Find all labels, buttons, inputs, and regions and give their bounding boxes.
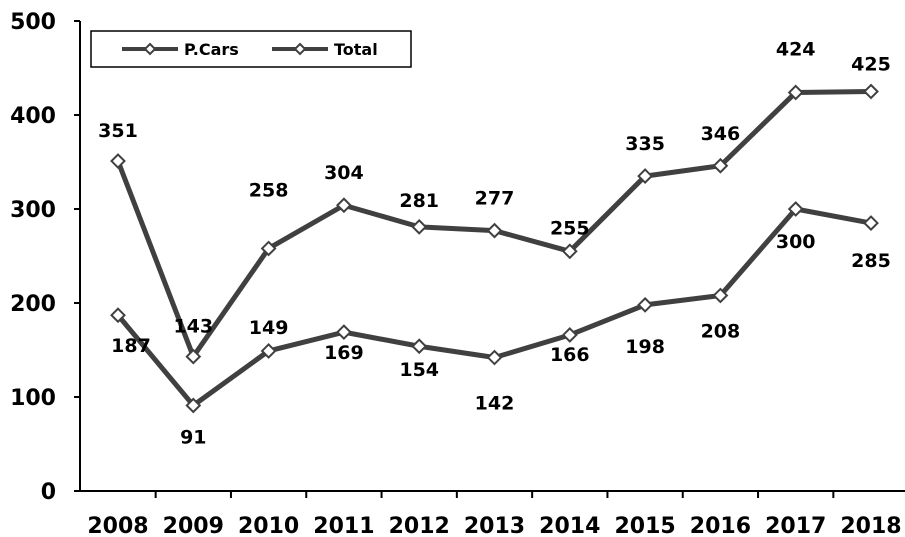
data-labels: 187 91 149 169 154 142 166 198 208 300 285 351 143 25…: [98, 38, 891, 448]
data-label-p-cars: 285: [851, 250, 891, 272]
data-label-p-cars: 154: [399, 359, 439, 381]
data-label-total: 425: [851, 54, 891, 76]
data-label-total: 143: [173, 316, 213, 338]
x-tick-label: 2009: [163, 514, 224, 537]
data-point-total: [486, 222, 503, 239]
data-label-p-cars: 149: [249, 317, 289, 339]
data-label-p-cars: 169: [324, 342, 364, 364]
x-axis-ticks: 2008 2009 2010 2011 2012 2013 2014 2015 2016 2017…: [87, 491, 902, 537]
legend-marker-total: [293, 42, 307, 56]
data-point-p-cars: [712, 287, 729, 304]
y-axis-ticks: 0 100 200 300 400 500: [10, 10, 80, 505]
data-label-p-cars: 91: [180, 426, 206, 448]
data-point-total: [863, 83, 879, 100]
data-label-total: 346: [701, 123, 741, 145]
axes: [79, 21, 905, 492]
x-tick-label: 2008: [87, 514, 148, 537]
data-label-total: 304: [324, 162, 364, 184]
data-label-total: 277: [475, 188, 515, 210]
data-point-p-cars: [110, 307, 126, 324]
data-label-total: 424: [776, 38, 816, 60]
x-tick-label: 2012: [389, 514, 450, 537]
data-point-p-cars: [637, 296, 654, 313]
x-tick-label: 2014: [539, 514, 600, 537]
data-label-total: 255: [550, 217, 590, 239]
data-point-p-cars: [260, 343, 277, 359]
data-label-total: 351: [98, 120, 138, 142]
x-tick-label: 2017: [765, 514, 826, 537]
legend-marker-p-cars: [143, 42, 157, 56]
y-tick-label: 300: [10, 198, 56, 223]
data-point-total: [110, 153, 126, 169]
data-label-p-cars: 142: [475, 393, 515, 415]
x-tick-label: 2013: [464, 514, 525, 537]
y-tick-label: 100: [10, 386, 56, 411]
data-point-total: [561, 243, 578, 260]
data-point-p-cars: [863, 215, 879, 232]
data-label-p-cars: 208: [701, 320, 741, 342]
y-tick-label: 400: [10, 104, 56, 129]
data-label-p-cars: 166: [550, 344, 590, 366]
data-point-total: [712, 157, 729, 174]
data-label-p-cars: 300: [776, 231, 816, 253]
legend-label-p-cars: P.Cars: [184, 40, 239, 59]
data-point-p-cars: [486, 349, 503, 366]
data-label-p-cars: 187: [111, 335, 151, 357]
legend: P.Cars Total: [90, 30, 412, 68]
data-point-total: [185, 348, 202, 365]
data-label-total: 335: [625, 133, 665, 155]
data-point-total: [787, 84, 804, 101]
data-label-total: 258: [249, 179, 289, 201]
data-point-total: [411, 218, 428, 235]
legend-label-total: Total: [334, 40, 378, 59]
data-point-p-cars: [185, 397, 202, 414]
y-tick-label: 0: [41, 480, 56, 505]
data-point-total: [260, 240, 277, 257]
data-point-p-cars: [335, 324, 352, 341]
data-point-p-cars: [411, 338, 428, 355]
y-tick-label: 200: [10, 292, 56, 317]
x-tick-label: 2016: [690, 514, 751, 537]
data-point-p-cars: [561, 327, 578, 343]
data-point-total: [637, 168, 654, 185]
x-tick-label: 2015: [614, 514, 675, 537]
data-label-total: 281: [399, 190, 439, 212]
x-tick-label: 2011: [313, 514, 374, 537]
data-point-total: [335, 197, 352, 214]
x-tick-label: 2010: [238, 514, 299, 537]
x-tick-label: 2018: [840, 514, 901, 537]
y-tick-label: 500: [10, 10, 56, 35]
series-layer: [110, 83, 879, 414]
data-label-p-cars: 198: [625, 336, 665, 358]
data-point-p-cars: [787, 201, 804, 217]
